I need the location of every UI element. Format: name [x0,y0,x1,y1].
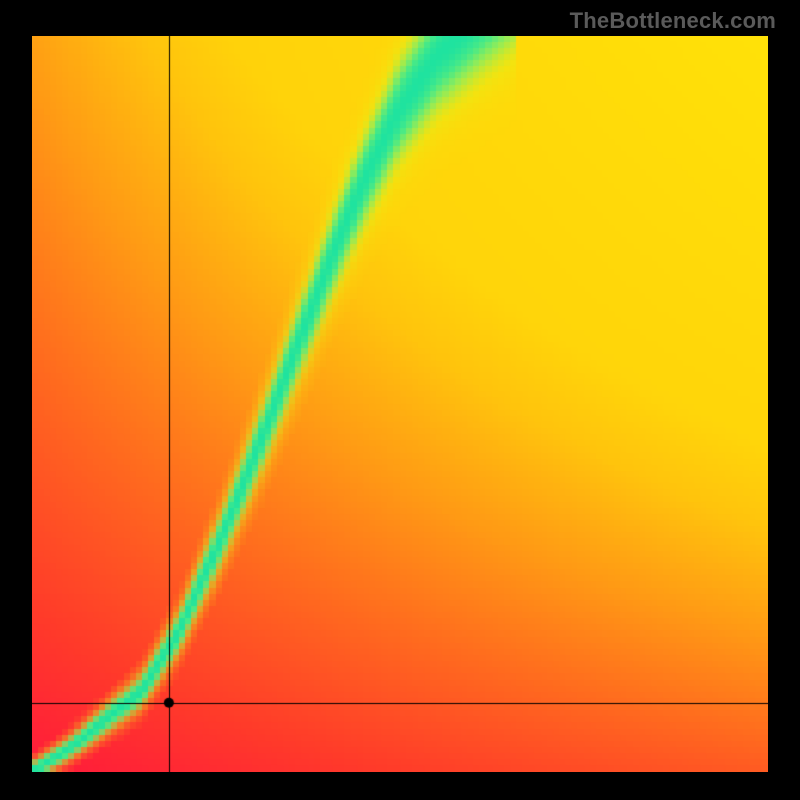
chart-container: TheBottleneck.com [0,0,800,800]
bottleneck-heatmap [32,36,768,772]
watermark-text: TheBottleneck.com [570,8,776,34]
